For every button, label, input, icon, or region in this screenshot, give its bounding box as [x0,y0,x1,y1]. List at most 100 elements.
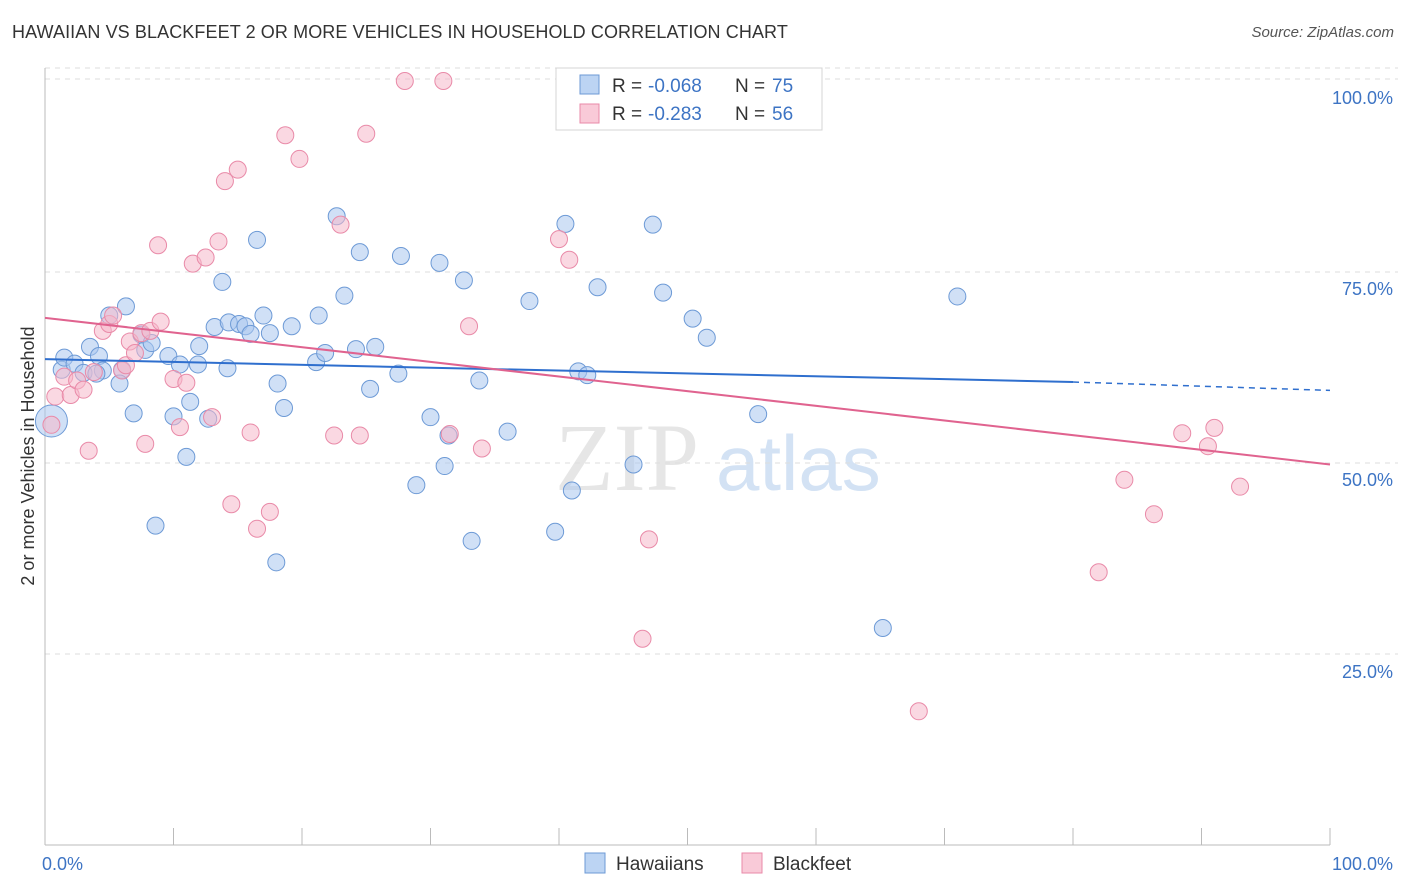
hawaiians-point [116,297,135,316]
blackfeet-point [639,530,658,549]
hawaiians-point [556,214,575,233]
blackfeet-point [42,415,61,434]
legend-swatch-blackfeet [579,103,600,124]
y-axis-title: 2 or more Vehicles in Household [18,326,38,585]
blackfeet-point [1144,505,1163,524]
hawaiians-point [213,272,232,291]
hawaiians-point [421,408,440,427]
blackfeet-point [125,343,144,362]
hawaiians-point [498,422,517,441]
hawaiians-point [624,455,643,474]
blackfeet-point [222,495,241,514]
blackfeet-point [633,629,652,648]
hawaiians-point [407,476,426,495]
blackfeet-point [170,418,189,437]
blackfeet-point [472,439,491,458]
y-tick-label-25: 25.0% [1342,662,1393,682]
x-tick-label-max: 100.0% [1332,854,1393,874]
blackfeet-point [215,172,234,191]
hawaiians-point [254,306,273,325]
bottom-legend-hawaiians: Hawaiians [616,854,704,875]
blackfeet-point [79,441,98,460]
blackfeet-point [395,72,414,90]
hawaiians-point [430,253,449,272]
legend-r-value-2: -0.283 [648,104,702,125]
hawaiians-point [562,481,581,500]
bottom-legend: Hawaiians Blackfeet [584,852,852,875]
legend-n-value-1: 75 [772,76,793,97]
hawaiians-point [462,531,481,550]
hawaiians-point [335,286,354,305]
hawaiians-point [391,246,410,265]
blackfeet-point [151,312,170,331]
hawaiians-point [643,215,662,234]
x-tick-label-min: 0.0% [42,854,83,874]
hawaiians-point [275,398,294,417]
blackfeet-point [260,502,279,521]
blackfeet-point [350,426,369,445]
hawaiians-point [948,287,967,306]
hawaiians-point [248,230,267,249]
blackfeet-point [228,160,247,179]
blackfeet-point [46,387,65,406]
hawaiians-point [749,405,768,424]
blackfeet-point [331,215,350,234]
blackfeet-points [42,72,1250,721]
blackfeet-point [203,408,222,427]
blackfeet-point [1205,418,1224,437]
hawaiians-point [309,306,328,325]
gridlines [45,67,1398,655]
hawaiians-trend-extension [1072,381,1331,392]
legend-swatch-hawaiians [579,74,600,95]
tick-labels: 25.0% 50.0% 75.0% 100.0% 0.0% 100.0% [42,88,1393,874]
hawaiians-point [181,392,200,411]
hawaiians-point [282,317,301,336]
bottom-legend-swatch-blackfeet [741,852,763,874]
hawaiians-point [267,553,286,572]
hawaiians-point [873,619,892,638]
blackfeet-point [196,248,215,267]
hawaiians-point [588,278,607,297]
hawaiians-point [316,343,335,362]
legend-box: R = -0.068 N = 75 R = -0.283 N = 56 [555,67,823,131]
blackfeet-point [84,363,103,382]
blackfeet-point [177,373,196,392]
legend-n-value-2: 56 [772,104,793,125]
y-tick-label-75: 75.0% [1342,279,1393,299]
y-tick-label-50: 50.0% [1342,470,1393,490]
hawaiians-point [470,371,489,390]
blackfeet-point [460,317,479,336]
hawaiians-point [188,355,207,374]
blackfeet-point [1173,424,1192,443]
hawaiians-trend-line [44,358,1074,384]
blackfeet-point [1115,470,1134,489]
legend-r-value-1: -0.068 [648,76,702,97]
blackfeet-point [136,434,155,453]
hawaiians-point [546,522,565,541]
legend-n-label-1: N = [735,76,765,97]
blackfeet-point [104,306,123,325]
hawaiians-point [697,328,716,347]
hawaiians-point [520,292,539,311]
hawaiians-point [346,340,365,359]
hawaiians-point [366,337,385,356]
hawaiians-point [389,364,408,383]
hawaiians-point [146,516,165,535]
blackfeet-point [209,232,228,251]
bottom-legend-blackfeet: Blackfeet [773,854,852,875]
hawaiians-point [454,271,473,290]
blackfeet-point [1231,477,1250,496]
hawaiians-point [435,457,454,476]
blackfeet-point [325,426,344,445]
blackfeet-point [74,380,93,399]
y-tick-label-100: 100.0% [1332,88,1393,108]
hawaiians-point [350,243,369,262]
hawaiians-point [683,309,702,328]
hawaiians-point [260,324,279,343]
hawaiians-point [124,404,143,423]
blackfeet-point [550,230,568,249]
blackfeet-point [440,424,459,443]
hawaiians-point [654,283,673,302]
bottom-legend-swatch-hawaiians [584,852,606,874]
